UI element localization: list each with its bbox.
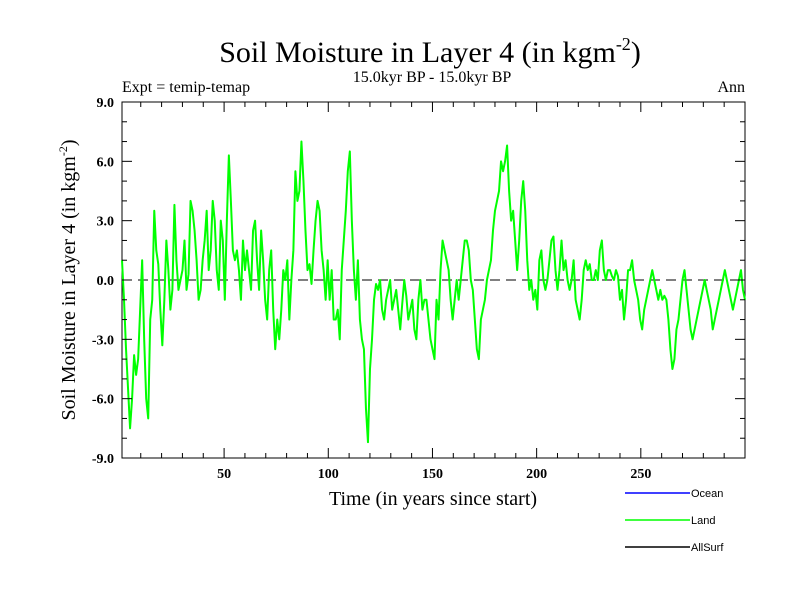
legend-label-allsurf: AllSurf [691, 542, 724, 554]
x-tick-label: 50 [217, 467, 231, 482]
y-axis-label: Soil Moisture in Layer 4 (in kgm-2) [56, 139, 80, 420]
y-tick-label: -3.0 [92, 333, 114, 348]
y-tick-label: 0.0 [97, 274, 115, 289]
chart-title-main: Soil Moisture in Layer 4 (in kgm [219, 36, 616, 69]
y-tick-label: 3.0 [97, 215, 115, 230]
land-series-line [121, 140, 746, 444]
x-tick-label: 200 [526, 467, 547, 482]
x-tick-label: 150 [422, 467, 443, 482]
y-tick-label: -6.0 [92, 393, 114, 408]
legend-label-ocean: Ocean [691, 488, 723, 500]
chart-title-tail: ) [631, 36, 641, 69]
y-tick-label: 6.0 [97, 155, 115, 170]
legend: Ocean Land AllSurf [625, 488, 724, 554]
experiment-label: Expt = temip-temap [122, 79, 250, 96]
chart-title: Soil Moisture in Layer 4 (in kgm-2) [219, 34, 641, 69]
y-axis-ticks: -9.0 -6.0 -3.0 0.0 3.0 6.0 9.0 [92, 96, 745, 467]
y-axis-label-main: Soil Moisture in Layer 4 (in kgm [58, 156, 80, 421]
legend-label-land: Land [691, 515, 715, 527]
y-axis-label-tail: ) [58, 139, 80, 146]
y-tick-label: 9.0 [97, 96, 115, 111]
season-label: Ann [717, 79, 745, 96]
x-axis-ticks: 50 100 150 200 250 [140, 102, 725, 482]
y-tick-label: -9.0 [92, 452, 114, 467]
y-axis-label-sup: -2 [56, 146, 70, 156]
chart-subtitle: 15.0kyr BP - 15.0kyr BP [353, 69, 512, 86]
chart-title-sup: -2 [616, 34, 631, 54]
x-tick-label: 250 [630, 467, 651, 482]
x-axis-label: Time (in years since start) [329, 488, 537, 510]
x-tick-label: 100 [318, 467, 339, 482]
